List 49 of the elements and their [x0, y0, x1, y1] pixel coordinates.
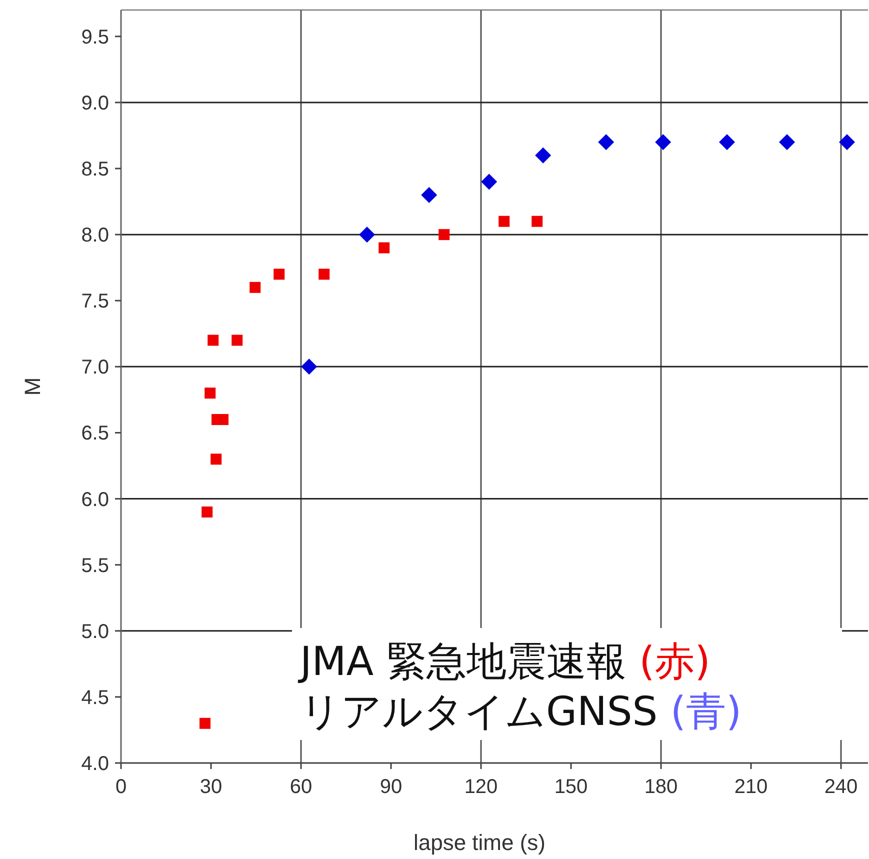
y-tick-label: 5.0 — [81, 620, 109, 643]
y-tick-label: 8.0 — [81, 224, 109, 247]
point — [719, 134, 735, 150]
y-tick-label: 5.5 — [81, 554, 109, 577]
point — [532, 216, 543, 227]
x-tick-label: 210 — [734, 776, 768, 798]
point — [378, 242, 390, 254]
y-tick-label: 7.5 — [81, 290, 109, 313]
y-tick-label: 9.5 — [81, 26, 109, 48]
point — [204, 388, 216, 399]
annotation: リアルタイムGNSS (青) — [300, 689, 742, 735]
point — [232, 334, 243, 346]
y-axis-title: M — [20, 377, 45, 396]
point — [438, 229, 450, 240]
x-tick-label: 0 — [115, 776, 127, 798]
point — [498, 216, 510, 227]
x-tick-label: 240 — [824, 776, 858, 798]
point — [598, 134, 614, 150]
point — [421, 186, 438, 203]
point — [200, 718, 210, 729]
x-tick-label: 180 — [644, 776, 678, 798]
x-axis-title: lapse time (s) — [413, 830, 546, 855]
point — [301, 358, 318, 375]
x-tick-label: 150 — [554, 776, 588, 798]
y-tick-label: 8.5 — [81, 158, 109, 181]
x-tick-label: 90 — [380, 776, 402, 798]
x-tick-label: 60 — [290, 776, 312, 798]
y-tick-label: 4.0 — [81, 753, 109, 775]
point — [535, 147, 552, 164]
point — [779, 134, 795, 150]
annotation: JMA 緊急地震速報 (赤) — [297, 639, 710, 685]
y-tick-label: 9.0 — [81, 92, 109, 114]
x-tick-label: 120 — [464, 776, 498, 798]
x-tick-label: 30 — [200, 776, 222, 798]
point — [250, 282, 261, 293]
point — [202, 506, 213, 518]
point — [210, 454, 222, 465]
point — [318, 268, 330, 280]
point — [655, 134, 672, 150]
point — [359, 226, 375, 243]
y-tick-label: 4.5 — [81, 686, 109, 709]
point — [839, 134, 855, 150]
y-tick-label: 6.5 — [81, 422, 109, 445]
point — [274, 268, 285, 280]
point — [481, 174, 498, 190]
point — [208, 334, 219, 346]
point — [218, 414, 228, 426]
y-tick-label: 7.0 — [81, 356, 109, 379]
y-tick-label: 6.0 — [81, 488, 109, 511]
